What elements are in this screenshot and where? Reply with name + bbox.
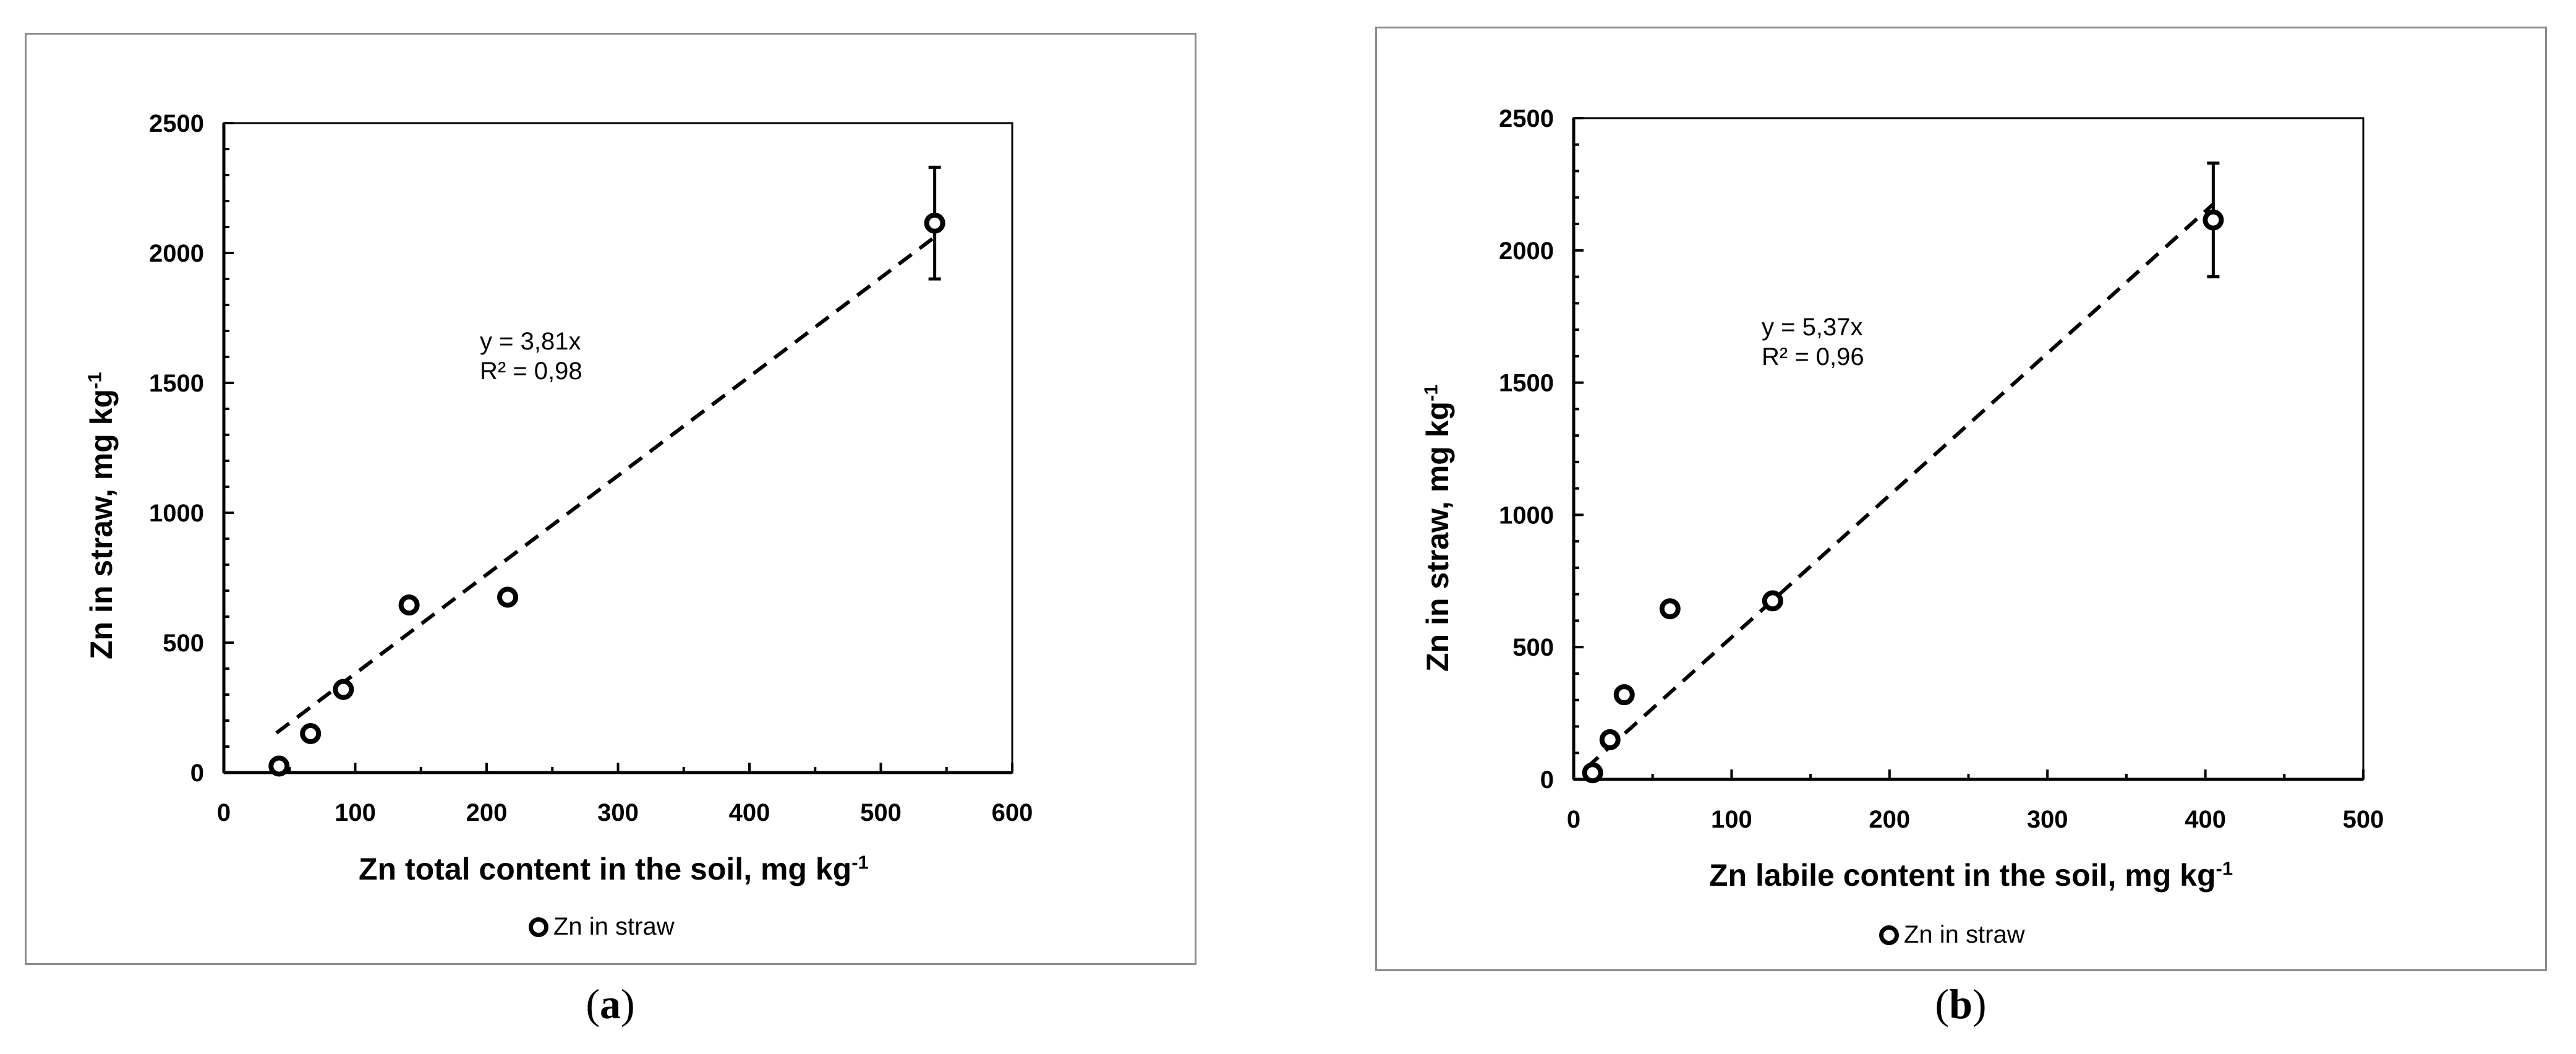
x-tick-label: 0: [1567, 806, 1580, 833]
x-tick-label: 500: [2343, 806, 2384, 833]
x-tick-label: 200: [1869, 806, 1910, 833]
x-axis-label-a: Zn total content in the soil, mg kg-1: [359, 851, 869, 886]
scatter-chart-b: 0 100 200 300 400 500 0 500 1000 1500 2000 2500: [1499, 105, 2384, 833]
x-tick-label: 400: [2185, 806, 2226, 833]
y-tick-label: 2000: [1499, 238, 1554, 265]
y-axis-label-b: Zn in straw, mg kg-1: [1420, 384, 1455, 672]
y-axis-label-a: Zn in straw, mg kg-1: [83, 372, 119, 659]
data-point: [1582, 762, 1603, 784]
y-tick-label: 500: [1512, 634, 1554, 661]
scatter-chart-a: 0 100 200 300 400 500 600 0 500 1000 1500 2000 2500: [149, 110, 1033, 826]
y-tick-label: 2500: [149, 110, 204, 137]
plot-area-frame: [1572, 117, 2365, 781]
y-tick-label: 2500: [1499, 105, 1554, 132]
trendline-equation-a: y = 3,81x R² = 0,98: [480, 327, 582, 386]
trendline-equation-b: y = 5,37x R² = 0,96: [1762, 312, 1864, 372]
data-point: [1659, 598, 1681, 620]
legend-b: Zn in straw: [1879, 921, 2025, 949]
y-tick-label: 1000: [1499, 502, 1554, 529]
data-point: [497, 586, 518, 608]
y-tick-label: 1500: [149, 370, 204, 397]
data-point: [300, 723, 322, 744]
data-point: [924, 212, 945, 234]
data-point: [1613, 684, 1635, 706]
x-tick-label: 200: [466, 799, 508, 826]
r-squared-text: R² = 0,96: [1762, 343, 1864, 371]
equation-text: y = 5,37x: [1762, 314, 1863, 341]
data-point: [268, 755, 290, 777]
legend-a: Zn in straw: [529, 913, 675, 941]
y-tick-label: 0: [190, 760, 204, 787]
legend-label: Zn in straw: [1904, 921, 2025, 948]
chart-panel-a: 0 100 200 300 400 500 600 0 500 1000 1500 2000 2500 …: [25, 33, 1196, 965]
x-tick-label: 300: [2027, 806, 2068, 833]
x-tick-label: 400: [729, 799, 770, 826]
x-tick-label: 100: [1711, 806, 1752, 833]
r-squared-text: R² = 0,98: [480, 358, 582, 385]
y-tick-label: 1000: [149, 500, 204, 527]
x-tick-label: 600: [992, 799, 1033, 826]
x-tick-label: 0: [217, 799, 231, 826]
x-tick-label: 500: [860, 799, 902, 826]
x-axis-label-b: Zn labile content in the soil, mg kg-1: [1709, 857, 2233, 893]
equation-text: y = 3,81x: [480, 328, 581, 355]
legend-label: Zn in straw: [553, 913, 675, 940]
data-point: [333, 679, 354, 700]
trendline: [275, 235, 936, 735]
data-point: [1599, 729, 1621, 750]
panel-caption-b: (b): [1935, 980, 1987, 1027]
x-tick-label: 300: [597, 799, 639, 826]
data-point: [1762, 590, 1783, 612]
y-tick-label: 0: [1540, 766, 1554, 794]
chart-panel-b: 0 100 200 300 400 500 0 500 1000 1500 2000 2500 y =…: [1375, 27, 2547, 971]
plot-area-frame: [223, 122, 1013, 774]
panel-caption-a: (a): [586, 980, 635, 1027]
legend-marker-icon: [529, 917, 548, 937]
x-tick-label: 100: [335, 799, 376, 826]
trendline: [1585, 202, 2215, 769]
data-point: [398, 594, 420, 616]
y-tick-label: 2000: [149, 240, 204, 267]
y-tick-label: 500: [163, 630, 204, 657]
y-tick-label: 1500: [1499, 370, 1554, 397]
legend-marker-icon: [1879, 925, 1899, 945]
data-point: [2203, 209, 2224, 231]
